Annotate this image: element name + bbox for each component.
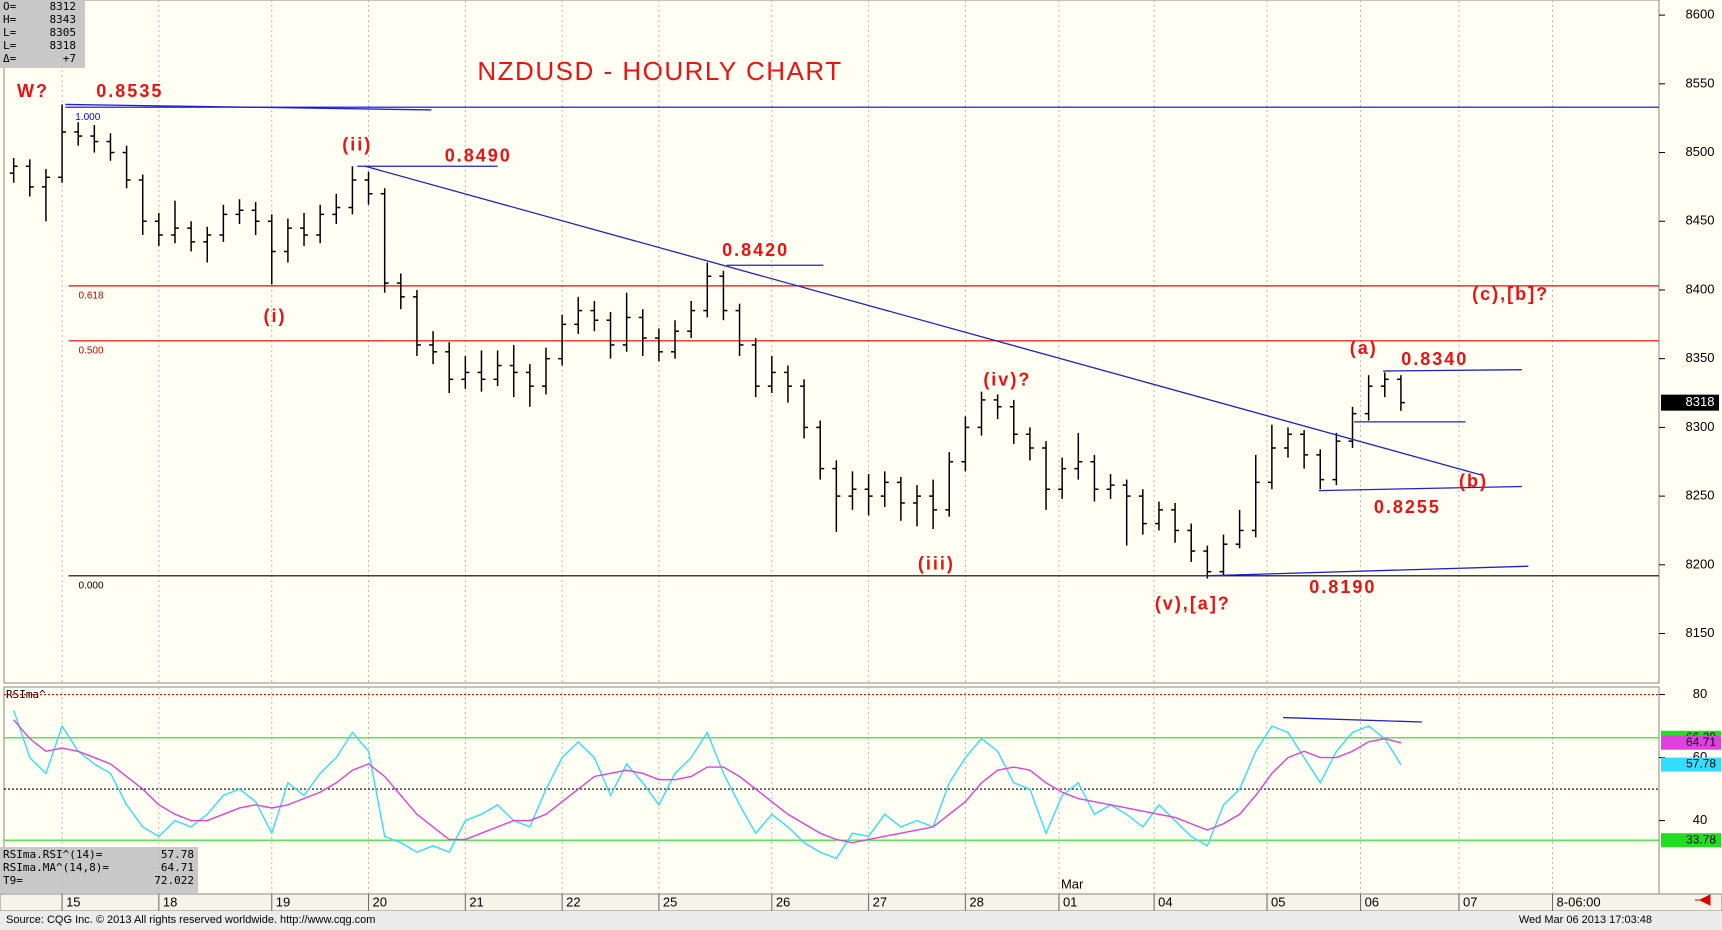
annotation: W? — [17, 81, 49, 101]
y-tick-label: 8350 — [1686, 350, 1715, 365]
trend-line — [365, 165, 1484, 477]
arrow-icon — [1695, 894, 1711, 906]
quote-label: Δ= — [3, 52, 17, 65]
y-tick-label: 8500 — [1686, 144, 1715, 159]
x-tick-label: 07 — [1463, 894, 1477, 909]
fib-label: 0.000 — [79, 580, 104, 591]
rsi-readout-box — [0, 847, 198, 893]
fib-label: 0.618 — [79, 290, 104, 301]
x-tick-label: 27 — [873, 894, 887, 909]
rsi-line — [13, 710, 1402, 860]
annotation: (iii) — [918, 554, 955, 574]
x-tick-label: 04 — [1158, 894, 1172, 909]
trend-line — [65, 103, 432, 111]
level-box — [1661, 833, 1721, 848]
annotation: 0.8255 — [1374, 497, 1441, 517]
x-tick-label: 19 — [276, 894, 290, 909]
annotation: (b) — [1459, 471, 1488, 491]
rsi-title: RSIma^ — [6, 688, 46, 701]
quote-value: 8312 — [50, 0, 77, 13]
y-tick-label: 8600 — [1686, 7, 1715, 22]
annotation: (a) — [1350, 338, 1378, 358]
x-tick-label: 18 — [163, 894, 177, 909]
timestamp: Wed Mar 06 2013 17:03:48 — [1519, 914, 1652, 926]
annotation: 0.8190 — [1309, 577, 1376, 597]
trend-line — [1318, 485, 1522, 492]
fib-label: 0.500 — [79, 345, 104, 356]
y-tick-label: 8200 — [1686, 556, 1715, 571]
level-box-label: 33.78 — [1686, 832, 1716, 846]
x-tick-label: 15 — [66, 894, 80, 909]
readout-value: 64.71 — [161, 861, 194, 874]
trend-line — [1383, 369, 1522, 372]
annotation: (i) — [263, 306, 286, 326]
readout-name: RSIma.RSI^(14)= — [3, 848, 103, 861]
annotation: 0.8535 — [96, 81, 163, 101]
x-tick-label: 05 — [1271, 894, 1285, 909]
annotation: 0.8420 — [722, 240, 789, 260]
quote-label: L= — [3, 26, 17, 39]
annotation: (c),[b]? — [1472, 284, 1549, 304]
quote-value: +7 — [63, 52, 76, 65]
last-value-label: 57.78 — [1686, 757, 1716, 771]
x-tick-label: 22 — [566, 894, 580, 909]
annotation: (v),[a]? — [1155, 593, 1231, 613]
annotation: (iv)? — [983, 369, 1031, 389]
quote-value: 8305 — [50, 26, 77, 39]
source: Source: CQG Inc. © 2013 All rights reser… — [6, 914, 375, 926]
last-price-box — [1661, 394, 1719, 411]
quote-label: O= — [3, 0, 17, 13]
y-tick-label: 8550 — [1686, 75, 1715, 90]
y-tick-label: 40 — [1693, 812, 1707, 827]
annotation: 0.8490 — [445, 145, 512, 165]
y-tick-label: 8450 — [1686, 213, 1715, 228]
quote-label: L= — [3, 39, 17, 52]
readout-value: 72.022 — [154, 874, 194, 887]
y-tick-label: 80 — [1693, 686, 1707, 701]
readout-name: T9= — [3, 874, 23, 887]
quote-label: H= — [3, 13, 17, 26]
readout-name: RSIma.MA^(14,8)= — [3, 861, 109, 874]
x-tick-label: 21 — [469, 894, 483, 909]
month-label: Mar — [1061, 876, 1084, 891]
y-tick-label: 8250 — [1686, 488, 1715, 503]
quote-value: 8318 — [50, 39, 77, 52]
price-panel — [3, 0, 1660, 684]
fib-label: 1.000 — [75, 112, 100, 123]
x-tick-label: 06 — [1365, 894, 1379, 909]
annotation: (ii) — [342, 134, 372, 154]
last-value-label: 64.71 — [1686, 735, 1716, 749]
rsi-line — [13, 719, 1402, 844]
quote-value: 8343 — [50, 13, 77, 26]
readout-value: 57.78 — [161, 848, 194, 861]
x-tick-label: 8-06:00 — [1557, 894, 1601, 909]
y-tick-label: 8300 — [1686, 419, 1715, 434]
trend-line — [1283, 716, 1422, 723]
y-tick-label: 8150 — [1686, 625, 1715, 640]
y-tick-label: 8400 — [1686, 281, 1715, 296]
x-tick-label: 25 — [663, 894, 677, 909]
chart-title: NZDUSD - HOURLY CHART — [477, 56, 842, 86]
footer — [0, 911, 1722, 930]
last-value-box — [1661, 757, 1721, 772]
x-tick-label: 26 — [776, 894, 790, 909]
x-tick-label: 28 — [969, 894, 983, 909]
x-tick-label: 20 — [373, 894, 387, 909]
trend-line — [1205, 565, 1529, 577]
last-price-label: 8318 — [1686, 394, 1715, 409]
last-value-box — [1661, 735, 1721, 750]
x-tick-label: 01 — [1063, 894, 1077, 909]
quote-box — [0, 0, 85, 68]
annotation: 0.8340 — [1401, 349, 1468, 369]
